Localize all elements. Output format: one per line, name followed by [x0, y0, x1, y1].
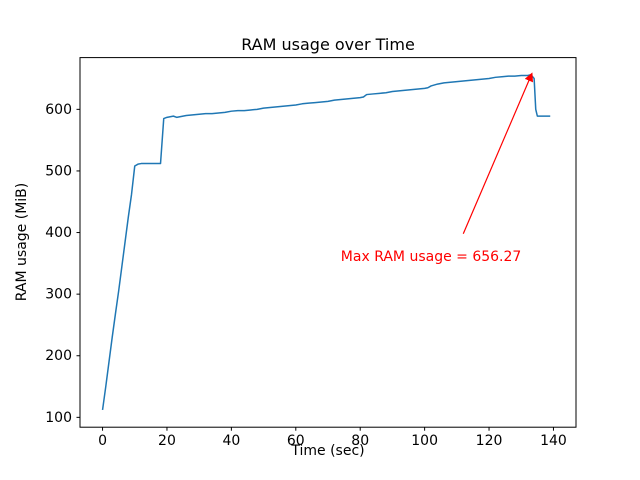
x-tick-label: 0	[98, 433, 107, 449]
x-tick-label: 120	[476, 433, 503, 449]
y-axis-label: RAM usage (MiB)	[14, 182, 30, 302]
data-series-line	[101, 73, 551, 411]
x-tick-label: 80	[351, 433, 369, 449]
max-ram-annotation-label: Max RAM usage = 656.27	[340, 249, 522, 266]
x-tick-label: 20	[158, 433, 176, 449]
ram-usage-line	[101, 73, 551, 411]
annotation-arrow	[462, 72, 533, 235]
plot-border	[79, 57, 577, 428]
chart-title: RAM usage over Time	[241, 35, 415, 54]
annotation-arrow-line	[462, 72, 533, 235]
x-tick-label: 60	[287, 433, 305, 449]
axis-ticks: 0 20 40 60 80 100 120 140 100 200 300 400 500 600	[45, 102, 567, 449]
y-tick-label: 300	[45, 287, 72, 303]
x-tick-label: 40	[222, 433, 240, 449]
x-tick-label: 140	[540, 433, 567, 449]
y-tick-label: 100	[45, 410, 72, 426]
y-tick-label: 400	[45, 225, 72, 241]
x-tick-label: 100	[411, 433, 438, 449]
x-axis-label: Time (sec)	[291, 443, 365, 459]
y-tick-label: 200	[45, 348, 72, 364]
y-tick-label: 600	[45, 102, 72, 118]
y-tick-label: 500	[45, 163, 72, 179]
